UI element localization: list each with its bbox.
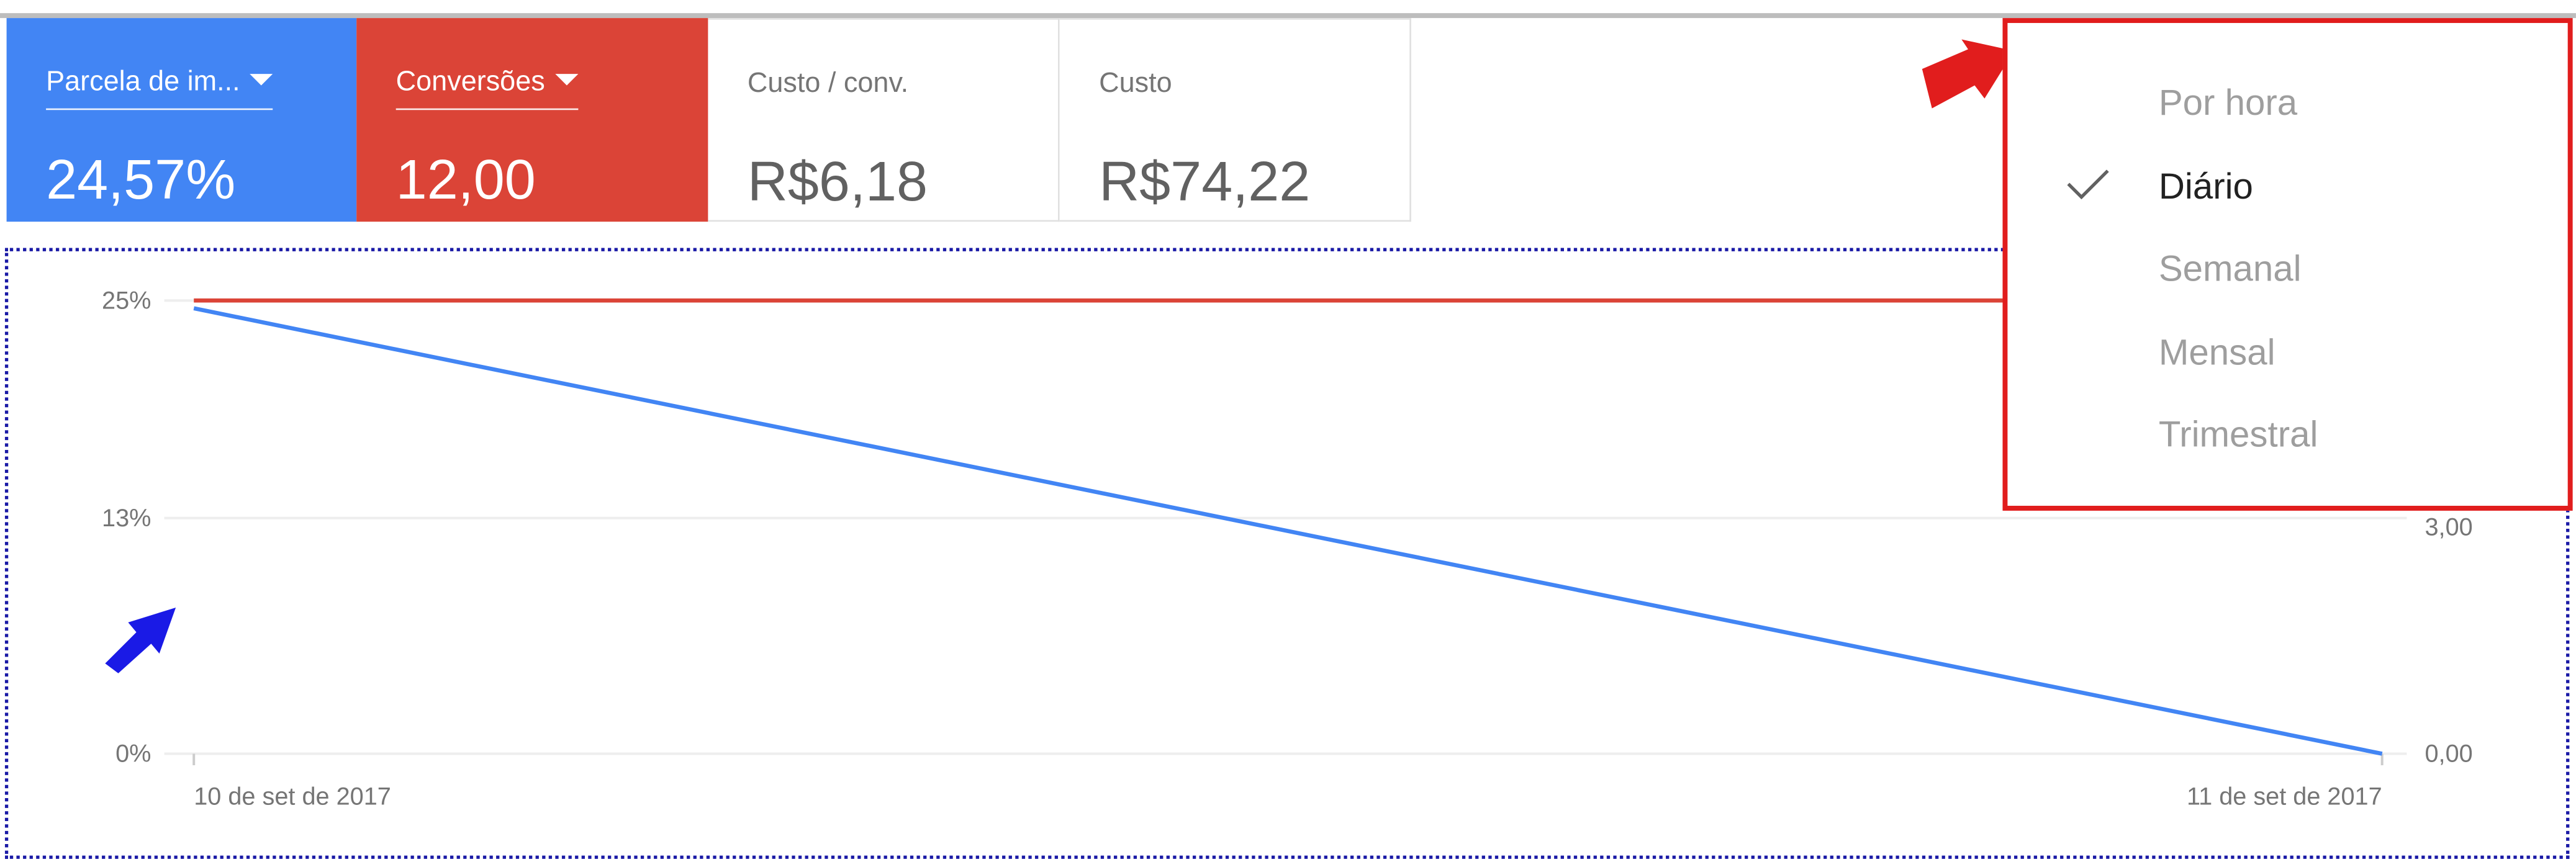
caret-down-icon: [250, 74, 273, 86]
metric-label: Parcela de im...: [46, 65, 240, 97]
caret-down-icon: [554, 74, 578, 86]
metric-card-cost-per-conversion[interactable]: Custo / conv. R$6,18: [708, 18, 1060, 222]
left-axis-tick-label: 13%: [102, 505, 151, 532]
top-border: [0, 13, 2576, 19]
right-axis-tick-label: 3,00: [2425, 514, 2472, 541]
metric-label: Custo: [1099, 67, 1172, 99]
x-axis-tick-label: 10 de set de 2017: [194, 783, 391, 811]
metric-value: 12,00: [395, 149, 536, 212]
metric-selector[interactable]: Parcela de im...: [46, 66, 273, 110]
left-axis-tick-label: 0%: [115, 740, 151, 768]
metric-card-cost[interactable]: Custo R$74,22: [1059, 18, 1411, 222]
metric-label: Custo / conv.: [747, 67, 909, 99]
period-option-quarterly[interactable]: Trimestral: [2158, 413, 2318, 455]
period-option-hourly[interactable]: Por hora: [2158, 82, 2298, 124]
chart-highlight-frame: [4, 248, 2570, 859]
period-option-weekly[interactable]: Semanal: [2158, 248, 2302, 289]
metric-value: R$6,18: [747, 151, 928, 213]
period-option-daily[interactable]: Diário: [2158, 166, 2253, 207]
period-option-monthly[interactable]: Mensal: [2158, 331, 2275, 373]
period-dropdown-menu[interactable]: Por hora Diário Semanal Mensal Trimestra…: [2002, 18, 2573, 511]
right-axis-tick-label: 0,00: [2425, 740, 2472, 768]
metric-selector[interactable]: Conversões: [395, 65, 578, 110]
metric-value: 24,57%: [46, 149, 236, 212]
metric-card-impression-share[interactable]: Parcela de im... 24,57%: [6, 18, 357, 222]
metric-value: R$74,22: [1099, 151, 1311, 213]
metric-label: Conversões: [395, 65, 545, 97]
metric-card-conversions[interactable]: Conversões 12,00: [356, 18, 708, 222]
series-line-1: [193, 306, 2383, 756]
check-icon: [2067, 169, 2109, 200]
x-axis-tick-label: 11 de set de 2017: [2187, 783, 2382, 811]
red-arrow-icon: [1922, 39, 2014, 109]
blue-arrow-icon: [105, 608, 176, 673]
left-axis-tick-label: 25%: [102, 287, 151, 314]
